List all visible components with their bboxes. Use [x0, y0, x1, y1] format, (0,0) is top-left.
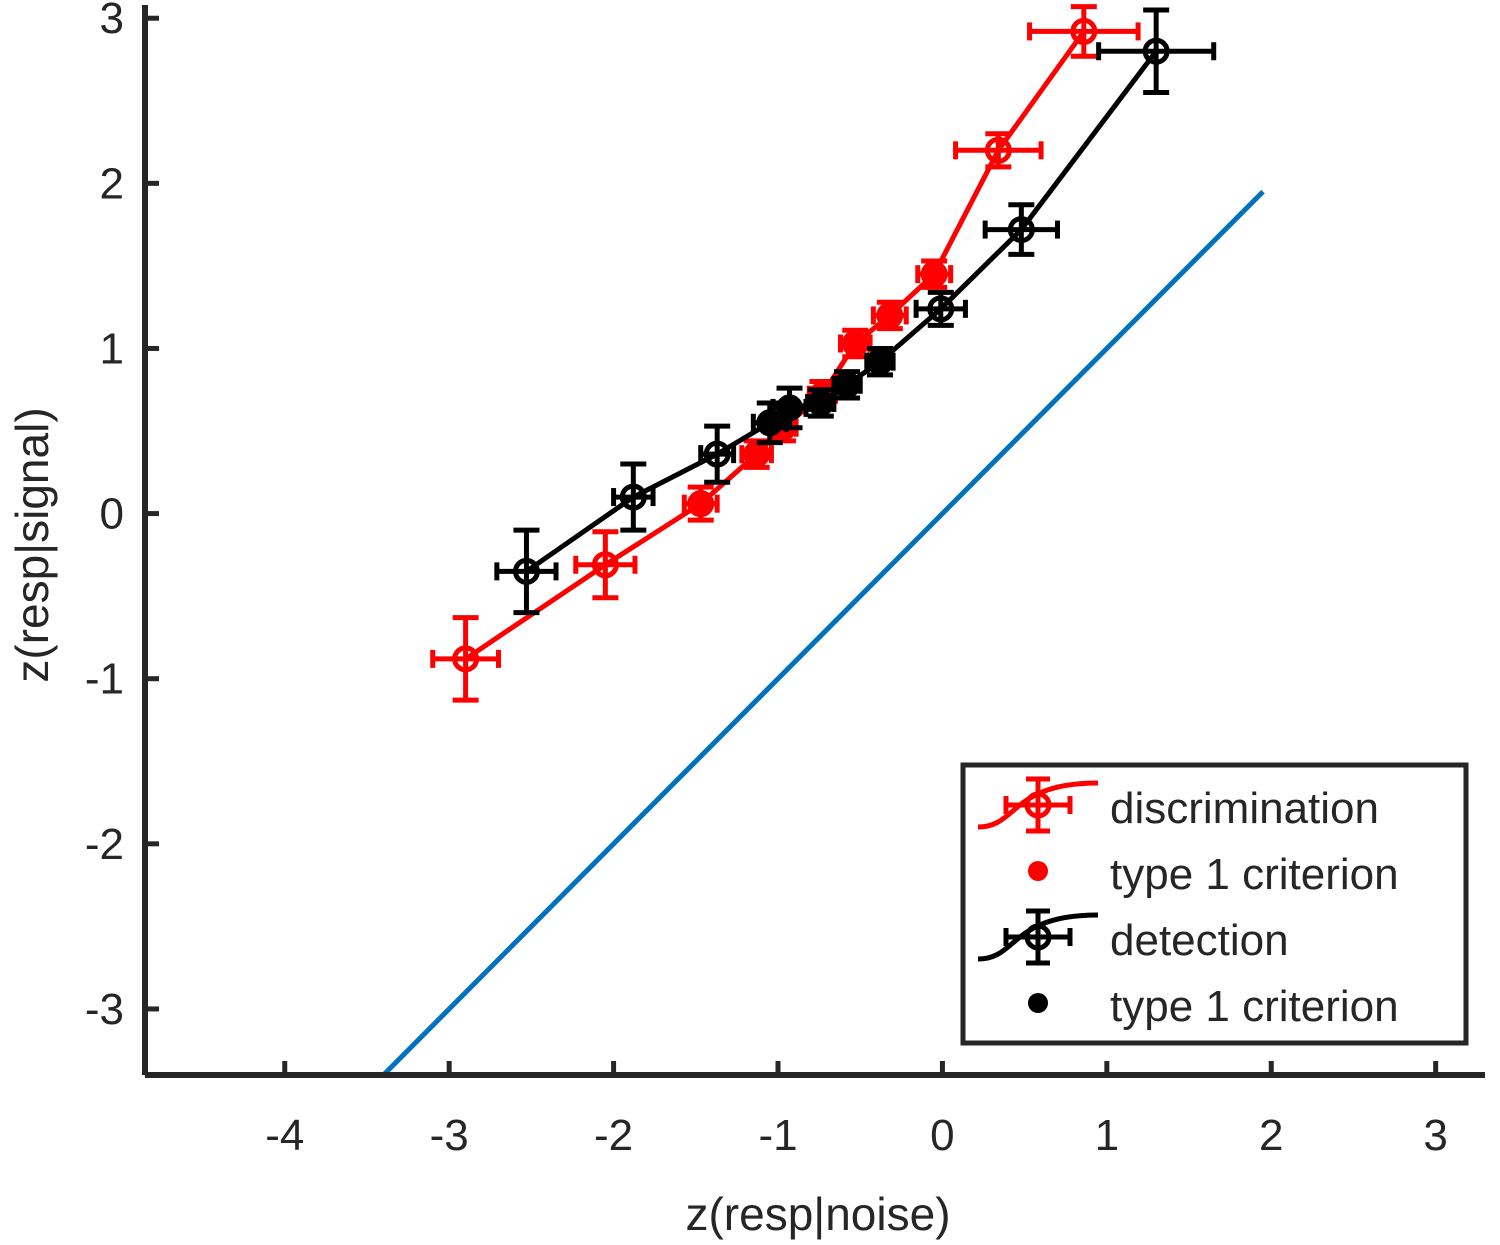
- legend-label-black-type1-criterion: type 1 criterion: [1110, 982, 1399, 1031]
- y-tick-label: 2: [100, 159, 124, 208]
- criterion-dot: [779, 397, 800, 418]
- data-point: [876, 301, 904, 329]
- x-axis-label: z(resp|noise): [685, 1188, 950, 1240]
- data-point: [807, 389, 835, 417]
- legend-glyph-0: [977, 776, 1099, 834]
- legend-marker: [1024, 923, 1052, 951]
- data-point: [927, 295, 955, 323]
- criterion-dot: [746, 444, 767, 465]
- legend-glyph-2: [977, 908, 1099, 966]
- criterion-dot: [845, 333, 866, 354]
- criterion-dot: [869, 351, 890, 372]
- criterion-dot: [690, 493, 711, 514]
- criterion-dot: [810, 392, 831, 413]
- y-tick-label: 1: [100, 324, 124, 373]
- legend: discrimination type 1 criterion detectio…: [960, 762, 1469, 1046]
- criterion-dot: [759, 412, 780, 433]
- y-tick-label: -3: [85, 985, 124, 1034]
- y-axis-label: z(resp|signal): [6, 407, 58, 682]
- x-tick-label: 3: [1423, 1111, 1447, 1160]
- data-point: [984, 136, 1012, 164]
- data-point: [1070, 17, 1098, 45]
- series-2: [494, 7, 1217, 616]
- data-point: [452, 645, 480, 673]
- criterion-dot: [837, 374, 858, 395]
- reference-line-group: [381, 189, 1265, 1077]
- data-point: [1142, 37, 1170, 65]
- y-tick-label: -1: [85, 655, 124, 704]
- data-point: [833, 371, 861, 399]
- data-point: [756, 409, 784, 437]
- legend-label-red-type1-criterion: type 1 criterion: [1110, 850, 1399, 899]
- data-point: [866, 348, 894, 376]
- y-tick-label: 3: [100, 0, 124, 43]
- data-point: [841, 330, 869, 358]
- data-point: [591, 551, 619, 579]
- legend-dot-black: [1028, 993, 1048, 1013]
- x-tick-label: -4: [265, 1111, 304, 1160]
- tick-labels-group: -4 -3 -2 -1 0 1 2 3 -3 -2 -1 0 1 2 3: [85, 0, 1448, 1160]
- legend-label-detection: detection: [1110, 916, 1289, 965]
- data-point: [687, 490, 715, 518]
- data-point: [1007, 216, 1035, 244]
- legend-label-discrimination: discrimination: [1110, 784, 1379, 833]
- x-tick-label: -1: [758, 1111, 797, 1160]
- data-point: [619, 483, 647, 511]
- x-tick-label: -2: [594, 1111, 633, 1160]
- series-0: [430, 4, 1141, 703]
- data-point: [512, 557, 540, 585]
- legend-dot-red: [1028, 861, 1048, 881]
- data-point: [743, 440, 771, 468]
- y-tick-label: 0: [100, 490, 124, 539]
- x-tick-label: -3: [430, 1111, 469, 1160]
- series-3: [759, 351, 890, 433]
- legend-marker: [1024, 791, 1052, 819]
- data-point: [776, 394, 804, 422]
- y-tick-label: -2: [85, 820, 124, 869]
- axes-group: [142, 5, 1485, 1078]
- reference-line: [381, 189, 1265, 1077]
- criterion-dot: [879, 305, 900, 326]
- series-group: [430, 4, 1217, 703]
- criterion-dot: [924, 264, 945, 285]
- data-point: [703, 440, 731, 468]
- x-tick-label: 1: [1095, 1111, 1119, 1160]
- x-tick-label: 0: [930, 1111, 954, 1160]
- x-tick-label: 2: [1259, 1111, 1283, 1160]
- data-point: [920, 260, 948, 288]
